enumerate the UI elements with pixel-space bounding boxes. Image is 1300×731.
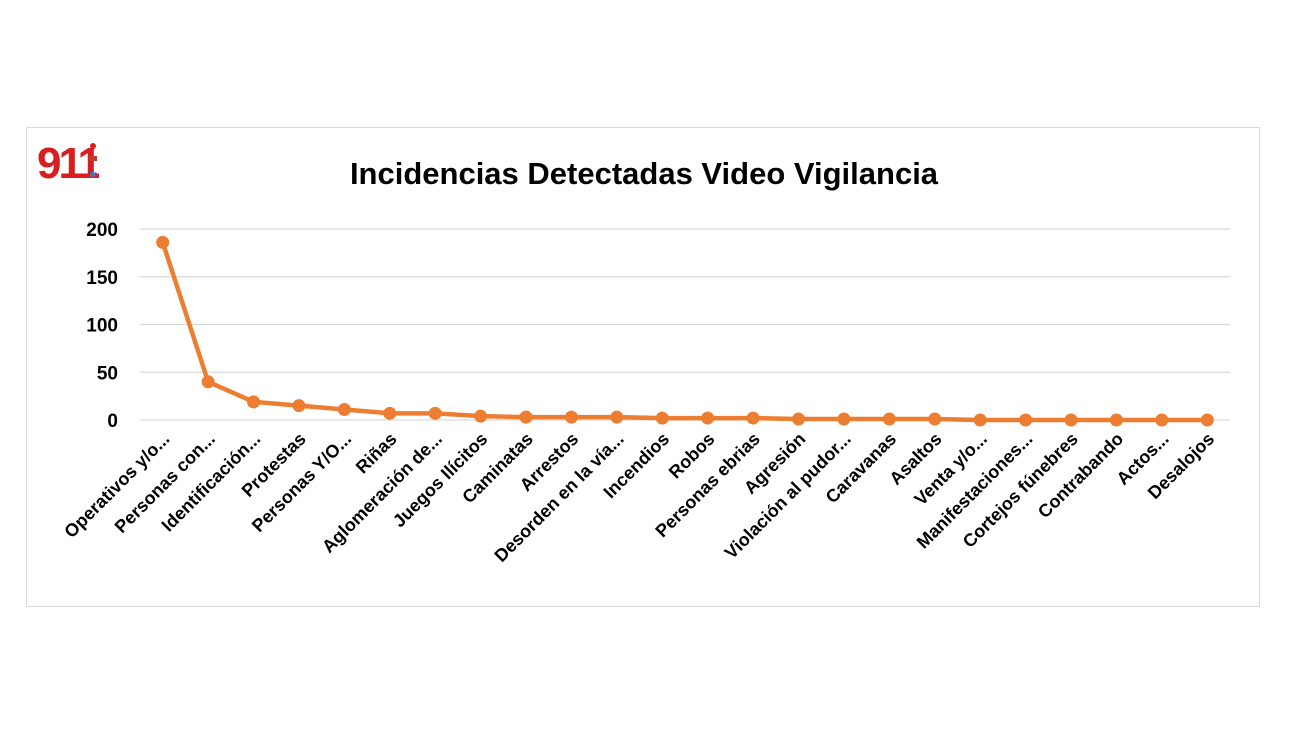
data-point [882, 412, 896, 426]
data-point [519, 410, 533, 424]
y-tick-label: 50 [97, 363, 118, 384]
data-point [201, 375, 215, 389]
data-point [247, 395, 261, 409]
y-tick-label: 0 [107, 411, 118, 432]
data-point [383, 406, 397, 420]
data-point [337, 402, 351, 416]
svg-text:✱: ✱ [89, 170, 97, 181]
y-tick-label: 100 [86, 316, 118, 337]
line-chart: Incidencias Detectadas Video Vigilancia 0… [60, 156, 1230, 566]
logo-911-icon: 911 ✱ [37, 139, 99, 186]
data-point [837, 412, 851, 426]
chart-card: 911 ✱ Incidencias Detectadas Video Vigil… [26, 127, 1260, 607]
data-point [292, 399, 306, 413]
chart-title: Incidencias Detectadas Video Vigilancia [350, 156, 939, 191]
data-point [610, 410, 624, 424]
data-point [1200, 413, 1214, 427]
data-point [474, 409, 488, 423]
series-line [160, 241, 1208, 423]
y-tick-label: 150 [86, 268, 118, 289]
data-point [792, 412, 806, 426]
data-point [156, 235, 170, 249]
data-point [1155, 413, 1169, 427]
data-point [701, 411, 715, 425]
data-point [928, 412, 942, 426]
data-point [1109, 413, 1123, 427]
data-point [973, 413, 987, 427]
data-point [564, 410, 578, 424]
data-point [1019, 413, 1033, 427]
data-point [746, 411, 760, 425]
data-point [655, 411, 669, 425]
data-point [428, 406, 442, 420]
data-point [1064, 413, 1078, 427]
y-tick-label: 200 [86, 220, 118, 241]
logo-text: 911 [37, 139, 99, 186]
